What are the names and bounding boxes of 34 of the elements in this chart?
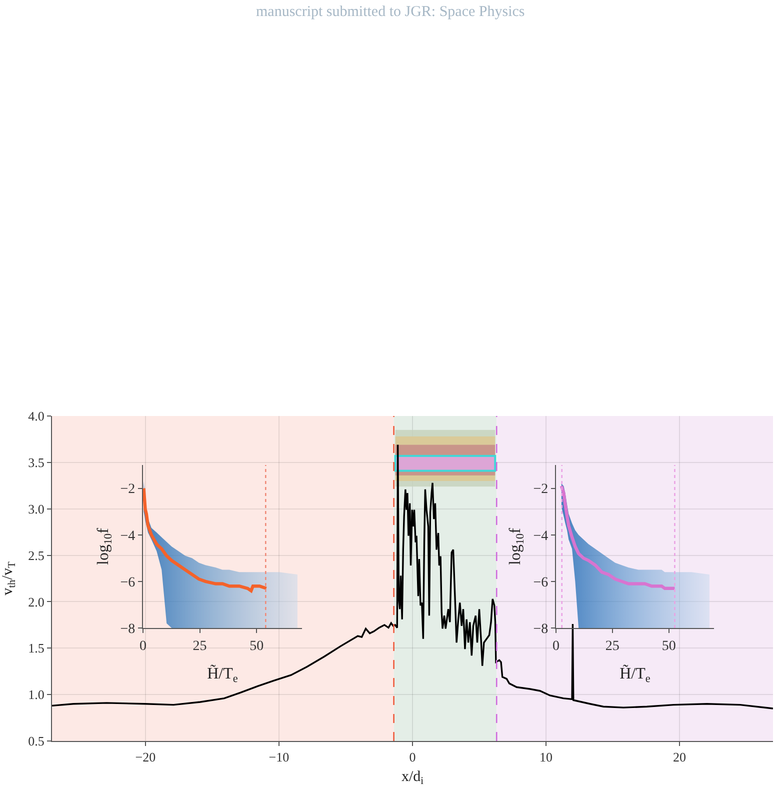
- y-tick-label: −6: [120, 575, 136, 590]
- x-axis-title: x/d$_{i}$: [401, 768, 424, 787]
- x-tick-label: 50: [250, 638, 264, 654]
- y-tick-label: −4: [120, 528, 136, 544]
- y-tick-label: −4: [533, 528, 548, 544]
- x-tick-label: 10: [540, 750, 553, 765]
- x-tick-label: −10: [268, 750, 290, 765]
- x-tick-label: 25: [605, 638, 620, 654]
- y-tick-label: −2: [533, 482, 548, 498]
- y-tick-label: 3.5: [28, 454, 44, 470]
- line-series: [143, 486, 268, 592]
- x-tick-label: 50: [662, 638, 676, 654]
- x-tick-label: −20: [135, 750, 156, 765]
- x-tick-label: 20: [673, 750, 686, 765]
- y-tick-label: 0.5: [28, 734, 44, 749]
- x-tick-label: 25: [192, 638, 207, 654]
- y-tick-label: −2: [120, 482, 136, 498]
- y-tick-label: −8: [120, 622, 136, 637]
- y-tick-label: 2.0: [28, 594, 44, 610]
- text: manuscript submitted to JGR: Space Physics: [256, 4, 525, 20]
- line-series: [560, 484, 676, 590]
- x-axis-title: H̃/T$_{e}$: [207, 664, 238, 685]
- x-tick-label: 0: [409, 750, 416, 765]
- y-tick-label: 1.0: [28, 687, 44, 702]
- x-tick-label: 0: [140, 638, 146, 654]
- y-tick-label: 4.0: [28, 408, 44, 424]
- y-tick-label: 2.5: [28, 548, 44, 563]
- y-tick-label: 3.0: [28, 501, 44, 516]
- y-tick-label: −8: [533, 622, 548, 637]
- y-tick-label: 1.5: [28, 640, 44, 656]
- line-series: [52, 444, 773, 710]
- y-tick-label: −6: [533, 575, 548, 590]
- x-axis-title: H̃/T$_{e}$: [620, 664, 650, 685]
- x-tick-label: 0: [552, 638, 560, 654]
